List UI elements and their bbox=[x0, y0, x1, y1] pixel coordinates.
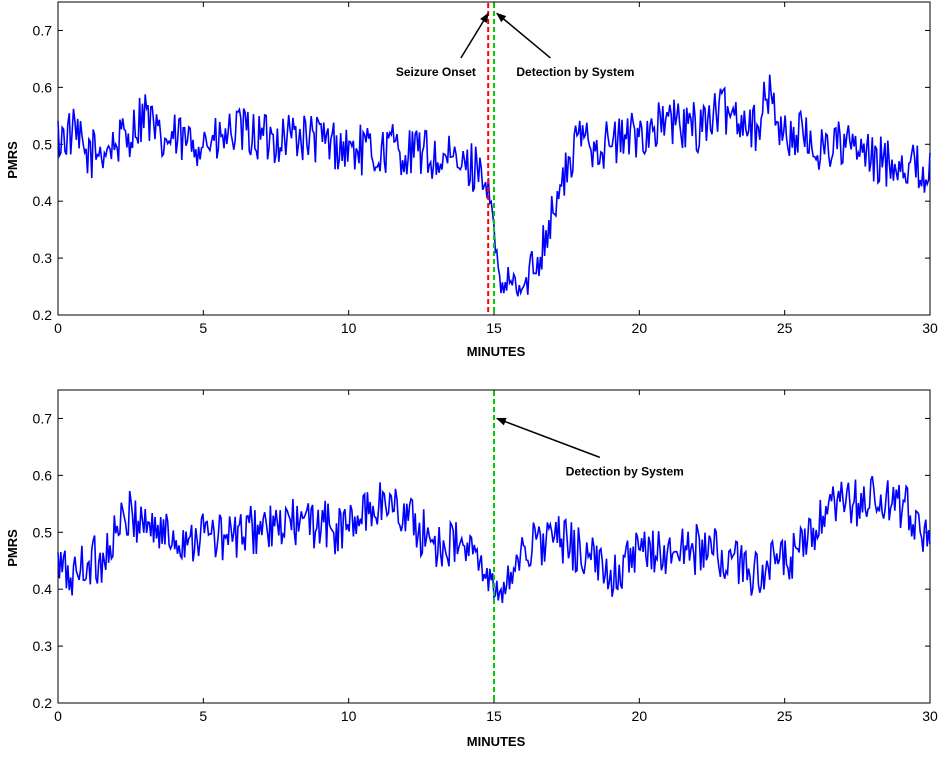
bottom-xtick-label: 30 bbox=[922, 708, 938, 724]
top-ytick-label: 0.3 bbox=[33, 250, 53, 266]
bottom-chart-ylabel: PMRS bbox=[5, 529, 20, 567]
bottom-xtick-label: 15 bbox=[486, 708, 502, 724]
top-ytick-label: 0.5 bbox=[33, 136, 53, 152]
bottom-xtick-label: 25 bbox=[777, 708, 793, 724]
top-xtick-label: 0 bbox=[54, 320, 62, 336]
top-ytick-label: 0.4 bbox=[33, 193, 53, 209]
bottom-xtick-label: 10 bbox=[341, 708, 357, 724]
top-chart-panel: 0 5 10 15 20 25 30 0.2 0.3 0.4 0.5 0.6 0.7 Seizure On… bbox=[5, 1, 938, 359]
top-annotation-arrow-1 bbox=[496, 12, 551, 59]
bottom-ytick-label: 0.7 bbox=[33, 410, 53, 426]
top-ytick-label: 0.6 bbox=[33, 79, 53, 95]
top-xtick-label: 30 bbox=[922, 320, 938, 336]
bottom-ytick-label: 0.4 bbox=[33, 581, 53, 597]
bottom-chart-xlabel: MINUTES bbox=[467, 734, 526, 749]
top-annotation-label-0: Seizure Onset bbox=[396, 65, 476, 79]
bottom-ytick-label: 0.3 bbox=[33, 638, 53, 654]
top-ytick-label: 0.7 bbox=[33, 22, 53, 38]
top-annotation-arrow-0 bbox=[460, 12, 489, 59]
top-xtick-label: 25 bbox=[777, 320, 793, 336]
top-xtick-label: 20 bbox=[632, 320, 648, 336]
top-xtick-label: 5 bbox=[199, 320, 207, 336]
top-ytick-label: 0.2 bbox=[33, 307, 53, 323]
bottom-ytick-label: 0.5 bbox=[33, 524, 53, 540]
top-chart-ylabel: PMRS bbox=[5, 141, 20, 179]
bottom-annotation-arrow-0 bbox=[495, 417, 601, 459]
top-xtick-label: 10 bbox=[341, 320, 357, 336]
bottom-annotation-label-0: Detection by System bbox=[566, 464, 684, 478]
bottom-series-line bbox=[57, 475, 931, 603]
top-xtick-label: 15 bbox=[486, 320, 502, 336]
bottom-xtick-label: 20 bbox=[632, 708, 648, 724]
bottom-chart-panel: 0 5 10 15 20 25 30 0.2 0.3 0.4 0.5 0.6 0.7 Detection … bbox=[5, 389, 938, 749]
bottom-xtick-label: 0 bbox=[54, 708, 62, 724]
top-chart-xlabel: MINUTES bbox=[467, 344, 526, 359]
bottom-ytick-label: 0.2 bbox=[33, 695, 53, 711]
top-series-line bbox=[57, 74, 931, 297]
bottom-ytick-label: 0.6 bbox=[33, 467, 53, 483]
top-annotation-label-1: Detection by System bbox=[516, 65, 634, 79]
bottom-xtick-label: 5 bbox=[199, 708, 207, 724]
